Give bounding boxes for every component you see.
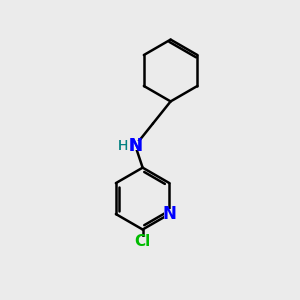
Text: N: N [128, 136, 142, 154]
FancyBboxPatch shape [131, 141, 140, 150]
Text: N: N [163, 205, 176, 223]
Text: H: H [118, 139, 128, 153]
FancyBboxPatch shape [119, 141, 127, 150]
FancyBboxPatch shape [118, 142, 127, 150]
FancyBboxPatch shape [136, 237, 150, 247]
Text: H: H [118, 139, 128, 153]
Text: N: N [128, 136, 142, 154]
Text: Cl: Cl [134, 234, 151, 249]
FancyBboxPatch shape [131, 141, 140, 150]
FancyBboxPatch shape [164, 209, 175, 219]
